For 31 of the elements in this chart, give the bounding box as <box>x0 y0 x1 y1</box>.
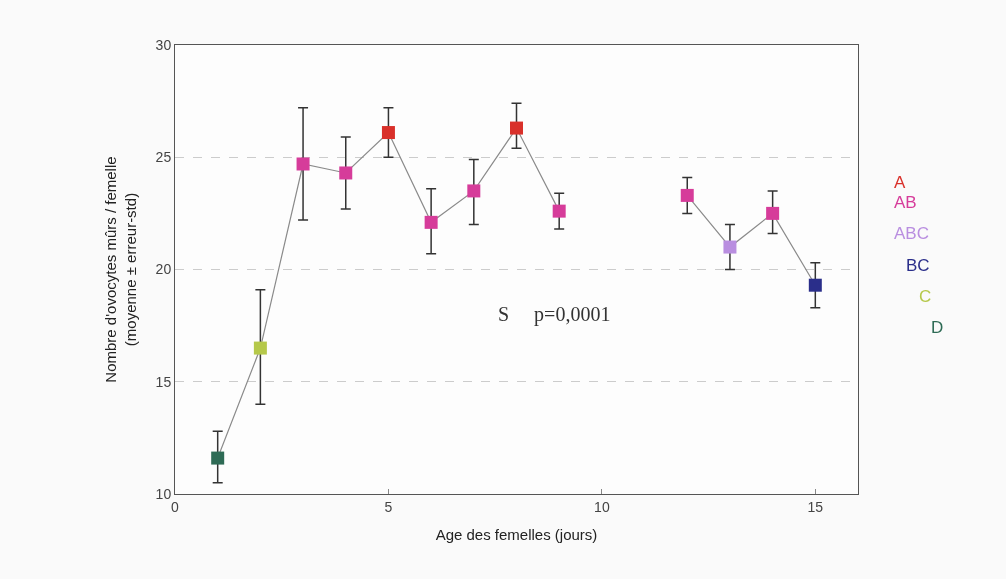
x-tick-label: 10 <box>594 498 610 515</box>
x-axis-title: Age des femelles (jours) <box>435 525 598 543</box>
y-tick-label: 15 <box>155 373 172 390</box>
point <box>381 126 395 140</box>
point <box>766 206 780 220</box>
y-tick-label: 20 <box>155 261 172 278</box>
text: BC <box>906 256 930 275</box>
y-tick-label: 30 <box>155 36 172 53</box>
x-tick-label: 15 <box>807 498 824 515</box>
y-axis-title: Nombre d'ovocytes mûrs / femelle (moyenne ± erreur-std) <box>102 156 139 383</box>
point <box>467 184 481 198</box>
point <box>253 341 267 355</box>
text: D <box>931 318 944 337</box>
point <box>211 451 225 465</box>
point <box>339 166 353 180</box>
point <box>424 215 438 229</box>
annotation: S p=0,0001 <box>498 303 611 326</box>
y-tick-label: 10 <box>155 485 172 502</box>
text: A <box>894 173 906 192</box>
point <box>296 157 310 171</box>
y-tick-label: 25 <box>155 149 172 166</box>
point <box>552 204 566 218</box>
text: ABC <box>894 224 929 243</box>
point <box>680 188 694 202</box>
text: AB <box>894 193 917 212</box>
point <box>808 278 822 292</box>
x-tick-label: 0 <box>171 498 180 515</box>
x-tick-label: 5 <box>384 498 393 515</box>
point <box>510 121 523 135</box>
text: C <box>919 287 932 306</box>
point <box>723 240 737 254</box>
